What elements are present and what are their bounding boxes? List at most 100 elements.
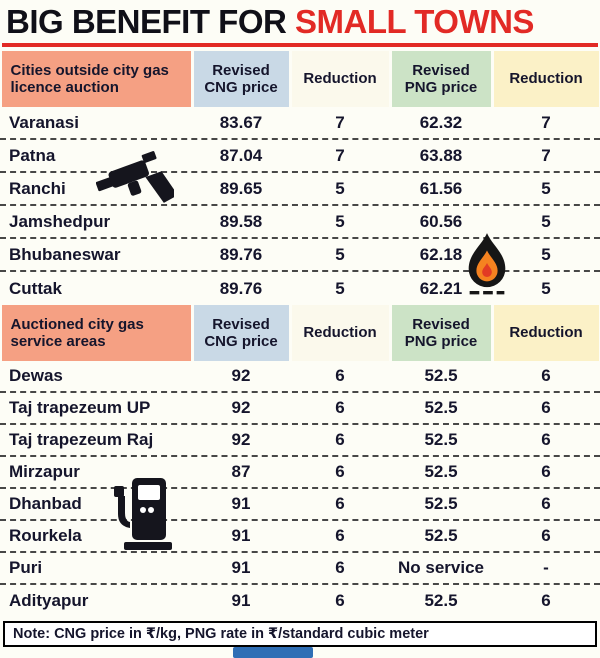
table-row: Rourkela 91 6 52.5 6 (0, 521, 600, 553)
cng-price-cell: 91 (231, 494, 251, 513)
cng-reduction-cell: 7 (335, 112, 345, 132)
city-cell: Varanasi (9, 112, 79, 132)
cng-price-cell: 92 (231, 430, 251, 449)
footnote-bar: Note: CNG price in ₹/kg, PNG rate in ₹/s… (3, 621, 597, 647)
png-reduction-cell: 6 (541, 398, 551, 417)
city-cell: Ranchi (9, 178, 66, 198)
cng-reduction-cell: 6 (335, 494, 345, 513)
png-price-cell: 63.88 (419, 145, 463, 165)
city-cell: Bhubaneswar (9, 244, 121, 264)
header-auctioned-areas: Auctioned city gas service areas (1, 305, 191, 361)
cng-price-cell: 91 (231, 591, 251, 610)
png-price-cell: 52.5 (424, 526, 458, 545)
png-price-cell: 62.32 (419, 112, 463, 132)
table-row: Adityapur 91 6 52.5 6 (0, 585, 600, 617)
cng-reduction-cell: 6 (335, 366, 345, 385)
auctioned-table: Auctioned city gas service areas Revised… (0, 305, 600, 617)
brand-logo (233, 647, 313, 658)
cng-price-cell: 89.76 (219, 244, 263, 264)
png-price-cell: 52.5 (424, 494, 458, 513)
cng-reduction-cell: 6 (335, 591, 345, 610)
title-black-text: BIG BENEFIT FOR (6, 3, 295, 40)
png-reduction-cell: 5 (541, 278, 551, 298)
table-row: Taj trapezeum Raj 92 6 52.5 6 (0, 425, 600, 457)
city-cell: Dhanbad (9, 494, 82, 513)
table-row: Bhubaneswar 89.76 5 62.18 5 (0, 239, 600, 272)
city-cell: Taj trapezeum Raj (9, 430, 154, 449)
png-reduction-cell: 6 (541, 366, 551, 385)
table2-header-row: Auctioned city gas service areas Revised… (0, 305, 600, 361)
png-reduction-cell: - (543, 558, 549, 577)
city-cell: Puri (9, 558, 43, 577)
header-png-reduction: Reduction (493, 305, 599, 361)
png-reduction-cell: 5 (541, 178, 551, 198)
table-row: Patna 87.04 7 63.88 7 (0, 140, 600, 173)
png-reduction-cell: 6 (541, 430, 551, 449)
png-reduction-cell: 6 (541, 526, 551, 545)
cng-price-cell: 87 (231, 462, 251, 481)
table-row: Cuttak 89.76 5 62.21 5 (0, 272, 600, 305)
non-auction-table: Cities outside city gas licence auction … (0, 51, 600, 305)
cng-price-cell: 87.04 (219, 145, 263, 165)
city-cell: Mirzapur (9, 462, 80, 481)
table1-header-row: Cities outside city gas licence auction … (0, 51, 600, 107)
cng-reduction-cell: 7 (335, 145, 345, 165)
cng-price-cell: 92 (231, 366, 251, 385)
png-price-cell: 52.5 (424, 430, 458, 449)
header-cng-reduction: Reduction (291, 51, 389, 107)
cng-price-cell: 92 (231, 398, 251, 417)
title-red-rule (2, 43, 598, 47)
cng-reduction-cell: 6 (335, 398, 345, 417)
cng-reduction-cell: 5 (335, 178, 345, 198)
cng-reduction-cell: 6 (335, 558, 345, 577)
cng-reduction-cell: 5 (335, 244, 345, 264)
table-row: Mirzapur 87 6 52.5 6 (0, 457, 600, 489)
cng-reduction-cell: 6 (335, 430, 345, 449)
cng-price-cell: 91 (231, 558, 251, 577)
png-reduction-cell: 6 (541, 462, 551, 481)
header-cities-outside: Cities outside city gas licence auction (1, 51, 191, 107)
header-revised-cng-price: Revised CNG price (193, 305, 289, 361)
png-price-cell: 52.5 (424, 462, 458, 481)
cng-reduction-cell: 6 (335, 462, 345, 481)
png-reduction-cell: 5 (541, 244, 551, 264)
cng-price-cell: 83.67 (219, 112, 263, 132)
cng-price-cell: 89.65 (219, 178, 263, 198)
cng-price-cell: 89.58 (219, 211, 263, 231)
header-revised-png-price: Revised PNG price (391, 51, 491, 107)
title-bar: BIG BENEFIT FOR SMALL TOWNS (0, 0, 600, 41)
png-reduction-cell: 7 (541, 112, 551, 132)
cng-reduction-cell: 6 (335, 526, 345, 545)
png-price-cell: 52.5 (424, 591, 458, 610)
header-cng-reduction: Reduction (291, 305, 389, 361)
png-price-cell: 61.56 (419, 178, 463, 198)
table-row: Puri 91 6 No service - (0, 553, 600, 585)
png-reduction-cell: 6 (541, 494, 551, 513)
page-title: BIG BENEFIT FOR SMALL TOWNS (6, 3, 594, 41)
png-reduction-cell: 5 (541, 211, 551, 231)
png-price-cell: 52.5 (424, 398, 458, 417)
cng-price-cell: 89.76 (219, 278, 263, 298)
png-price-cell: 60.56 (419, 211, 463, 231)
header-revised-cng-price: Revised CNG price (193, 51, 289, 107)
table-row: Dhanbad 91 6 52.5 6 (0, 489, 600, 521)
city-cell: Dewas (9, 366, 63, 385)
table-row: Ranchi 89.65 5 61.56 5 (0, 173, 600, 206)
png-reduction-cell: 6 (541, 591, 551, 610)
cng-reduction-cell: 5 (335, 278, 345, 298)
png-price-cell: 52.5 (424, 366, 458, 385)
png-price-cell: No service (398, 558, 484, 577)
table-row: Jamshedpur 89.58 5 60.56 5 (0, 206, 600, 239)
png-price-cell: 62.18 (419, 244, 463, 264)
png-price-cell: 62.21 (419, 278, 463, 298)
table-row: Varanasi 83.67 7 62.32 7 (0, 107, 600, 140)
city-cell: Rourkela (9, 526, 82, 545)
header-revised-png-price: Revised PNG price (391, 305, 491, 361)
title-red-text: SMALL TOWNS (295, 3, 534, 40)
city-cell: Jamshedpur (9, 211, 111, 231)
city-cell: Taj trapezeum UP (9, 398, 151, 417)
table-row: Dewas 92 6 52.5 6 (0, 361, 600, 393)
table-row: Taj trapezeum UP 92 6 52.5 6 (0, 393, 600, 425)
city-cell: Patna (9, 145, 56, 165)
